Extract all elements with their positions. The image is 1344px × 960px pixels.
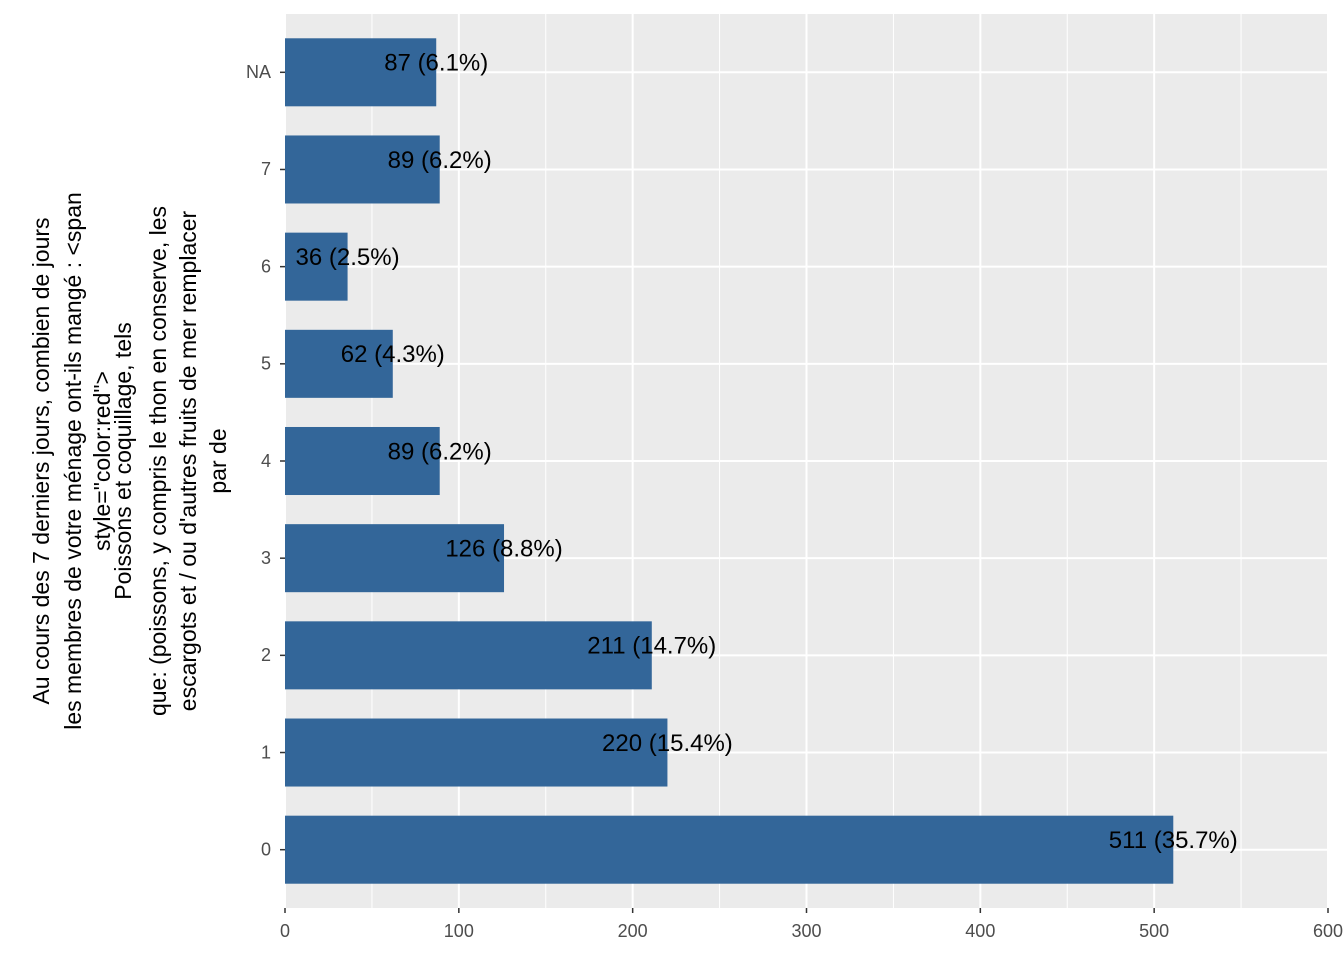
x-tick-label: 300 [791,921,821,941]
value-label: 89 (6.2%) [388,438,492,465]
y-axis-title-line: style="color:red"> [89,371,115,551]
y-axis-title-line: les membres de votre ménage ont-ils mang… [60,192,86,730]
y-axis-title-line: escargots et / ou d'autres fruits de mer… [175,210,201,711]
bar [285,815,1174,884]
x-tick-label: 400 [965,921,995,941]
value-label: 87 (6.1%) [384,50,488,77]
y-axis-title: par de [205,428,231,493]
bar [285,38,437,107]
y-axis-title: les membres de votre ménage ont-ils mang… [60,192,86,730]
y-tick-label: 3 [261,548,271,568]
x-tick-label: 100 [444,921,474,941]
y-axis-title: escargots et / ou d'autres fruits de mer… [175,210,201,711]
y-tick-label: 2 [261,645,271,665]
bar [285,524,505,593]
value-label: 211 (14.7%) [587,633,716,660]
value-label: 36 (2.5%) [296,244,400,271]
y-tick-label: NA [246,62,271,82]
bar [285,232,348,301]
value-label: 220 (15.4%) [602,730,733,757]
bar [285,135,440,204]
y-tick-label: 5 [261,354,271,374]
bar [285,718,668,787]
y-axis-title-line: Poissons et coquillage, tels [110,322,136,599]
y-axis-title-line: que: (poissons, y compris le thon en con… [145,206,171,716]
y-axis-title-line: Au cours des 7 derniers jours, combien d… [28,217,54,704]
value-label: 511 (35.7%) [1109,827,1238,854]
y-tick-label: 0 [261,839,271,859]
x-tick-label: 600 [1313,921,1343,941]
y-axis-title-line: par de [205,428,231,493]
y-tick-label: 7 [261,159,271,179]
y-axis-title: que: (poissons, y compris le thon en con… [145,206,171,716]
x-tick-label: 200 [618,921,648,941]
y-tick-label: 4 [261,451,271,471]
y-axis-title: style="color:red"> [89,371,115,551]
y-tick-label: 6 [261,256,271,276]
x-tick-label: 0 [280,921,290,941]
bar [285,329,393,398]
y-tick-label: 1 [261,742,271,762]
bar [285,621,652,690]
y-axis-title: Poissons et coquillage, tels [110,322,136,599]
x-tick-label: 500 [1139,921,1169,941]
value-label: 126 (8.8%) [445,536,562,563]
bar [285,426,440,496]
value-label: 89 (6.2%) [388,147,492,174]
value-label: 62 (4.3%) [341,341,445,368]
y-axis-title: Au cours des 7 derniers jours, combien d… [28,217,54,704]
